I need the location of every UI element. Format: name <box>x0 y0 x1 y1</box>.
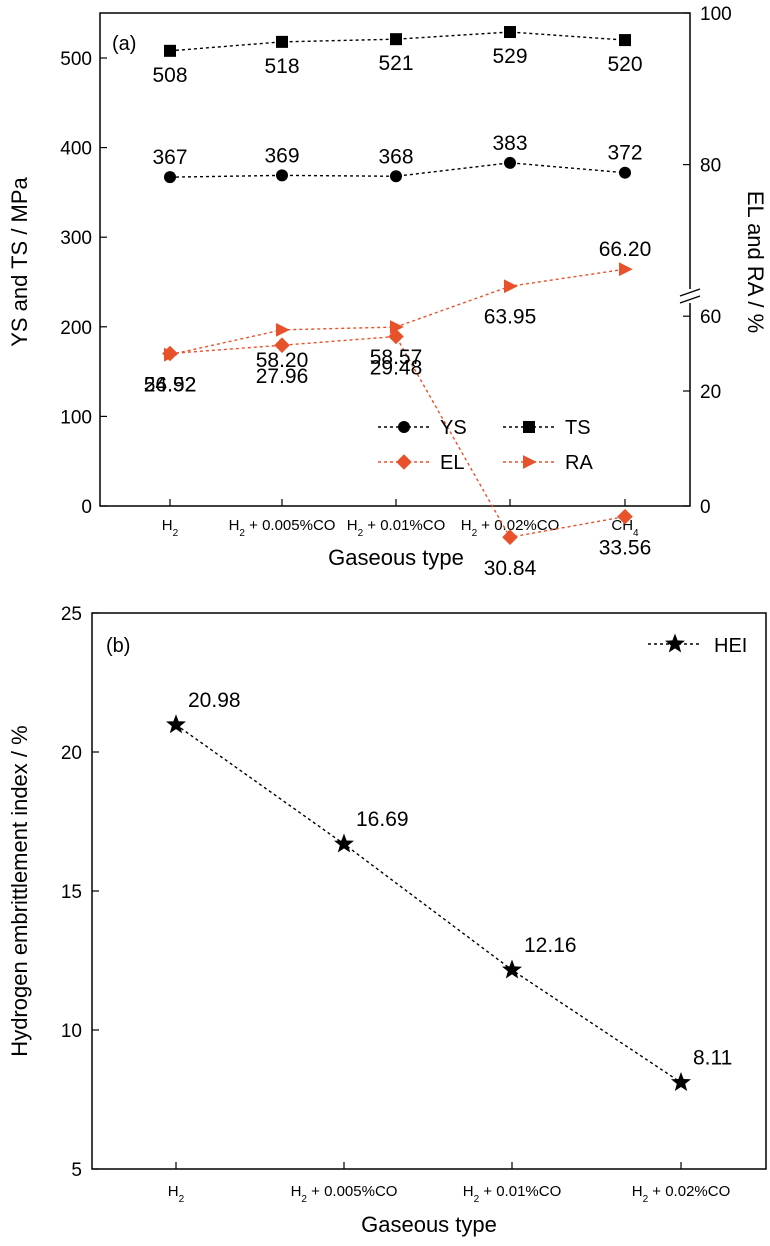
data-point-hei <box>671 1072 691 1092</box>
data-point-hei <box>334 833 354 853</box>
data-label-ts: 529 <box>492 45 527 68</box>
data-point-el <box>274 337 290 354</box>
data-label-ys: 367 <box>152 146 187 169</box>
legend-label: EL <box>440 452 464 474</box>
x-axis-tick-label: H2 + 0.005%CO <box>229 517 336 539</box>
data-label-ts: 521 <box>378 52 413 75</box>
right-axis-tick-label: 80 <box>700 156 721 177</box>
chart-panel-a: 0 100 200 300 400 500 0 20 60 80 100 H2 H2 + 0.005%C… <box>7 4 768 580</box>
data-point-ts <box>164 44 176 57</box>
data-label-ys: 369 <box>264 144 299 167</box>
y-axis-title: Hydrogen embrittlement index / % <box>7 725 32 1056</box>
data-label-ra: 54.92 <box>144 374 197 397</box>
data-label-el: 33.56 <box>599 537 652 560</box>
y-axis-tick-label: 5 <box>71 1160 82 1181</box>
panel-label: (b) <box>106 635 130 657</box>
panel-label: (a) <box>112 33 136 55</box>
x-axis-tick-label: H2 + 0.005%CO <box>291 1183 398 1205</box>
left-axis-tick-label: 400 <box>60 139 92 160</box>
axis-break-mark <box>679 288 701 297</box>
data-point-ys <box>504 156 516 169</box>
legend-label: TS <box>565 417 591 439</box>
x-axis-tick-label: H2 + 0.02%CO <box>632 1183 731 1205</box>
axis-break-mark <box>679 295 701 304</box>
data-point-ys <box>619 166 631 179</box>
data-label-hei: 16.69 <box>356 808 409 831</box>
data-label-ys: 372 <box>607 142 642 165</box>
right-axis-tick-label: 20 <box>700 382 721 403</box>
data-label-hei: 8.11 <box>693 1047 732 1070</box>
plot-frame <box>99 12 691 507</box>
x-axis-title: Gaseous type <box>361 1212 497 1237</box>
y-axis-tick-label: 20 <box>61 743 82 764</box>
data-label-el: 27.96 <box>256 365 309 388</box>
legend-marker <box>523 455 537 469</box>
legend-marker <box>398 421 410 433</box>
data-point-ts <box>504 26 516 39</box>
left-axis-title: YS and TS / MPa <box>7 176 32 346</box>
data-label-el: 30.84 <box>484 557 537 580</box>
x-axis-tick-label: H2 <box>162 517 179 539</box>
x-axis-title: Gaseous type <box>328 545 464 570</box>
left-axis-tick-label: 200 <box>60 318 92 339</box>
data-point-ra <box>164 347 178 362</box>
data-point-ra <box>504 279 518 294</box>
data-label-hei: 12.16 <box>524 934 577 957</box>
data-label-ts: 508 <box>152 64 187 87</box>
legend-marker <box>396 454 412 470</box>
data-point-hei <box>502 959 522 979</box>
data-label-ra: 58.57 <box>370 346 423 369</box>
data-point-ys <box>164 171 176 184</box>
data-point-hei <box>166 714 186 734</box>
data-point-ra <box>276 322 290 337</box>
axis-break-gap <box>685 289 695 303</box>
series-line-hei <box>175 724 682 1084</box>
series-line-ys <box>169 162 626 178</box>
data-point-el <box>502 529 518 546</box>
right-axis-tick-label: 60 <box>700 307 721 328</box>
legend-label: RA <box>565 452 593 474</box>
data-point-ys <box>390 170 402 183</box>
data-label-el: 26.52 <box>144 374 197 397</box>
y-axis-tick-label: 25 <box>61 604 82 625</box>
data-point-ts <box>619 34 631 47</box>
legend-label: YS <box>440 417 467 439</box>
x-axis-tick-label: H2 <box>168 1183 185 1205</box>
legend-marker <box>523 421 535 433</box>
x-axis-tick-label: H2 + 0.01%CO <box>463 1183 562 1205</box>
data-label-ts: 518 <box>264 55 299 78</box>
legend-label: HEI <box>714 635 747 657</box>
data-point-ys <box>276 169 288 182</box>
data-label-hei: 20.98 <box>188 689 241 712</box>
data-point-el <box>617 508 633 525</box>
data-label-ts: 520 <box>607 53 642 76</box>
x-axis-tick-label: H2 + 0.01%CO <box>347 517 446 539</box>
left-axis-tick-label: 0 <box>81 497 92 518</box>
data-point-ra <box>390 320 404 334</box>
data-label-ys: 383 <box>492 132 527 155</box>
series-line-el <box>169 335 626 539</box>
chart-panel-b: 5 10 15 20 25 H2 H2 + 0.005%CO H2 + 0.01%CO H2 +… <box>7 604 767 1237</box>
left-axis-tick-label: 300 <box>60 228 92 249</box>
data-label-ys: 368 <box>378 145 413 168</box>
y-axis-tick-label: 10 <box>61 1021 82 1042</box>
data-point-ts <box>276 35 288 48</box>
data-label-el: 29.48 <box>370 356 423 379</box>
series-line-ts <box>169 31 626 52</box>
data-label-ra: 66.20 <box>599 238 652 261</box>
x-axis-tick-label: H2 + 0.02%CO <box>461 517 560 539</box>
left-axis-tick-label: 500 <box>60 49 92 70</box>
right-axis-tick-label: 0 <box>700 497 711 518</box>
data-point-ra <box>619 262 633 277</box>
data-point-ts <box>390 33 402 46</box>
right-axis-title: EL and RA / % <box>743 191 768 333</box>
legend-marker <box>665 633 685 653</box>
right-axis-tick-label: 100 <box>700 4 732 25</box>
data-label-ra: 63.95 <box>484 305 537 328</box>
left-axis-tick-label: 100 <box>60 407 92 428</box>
data-label-ra: 58.20 <box>256 349 309 372</box>
y-axis-tick-label: 15 <box>61 882 82 903</box>
